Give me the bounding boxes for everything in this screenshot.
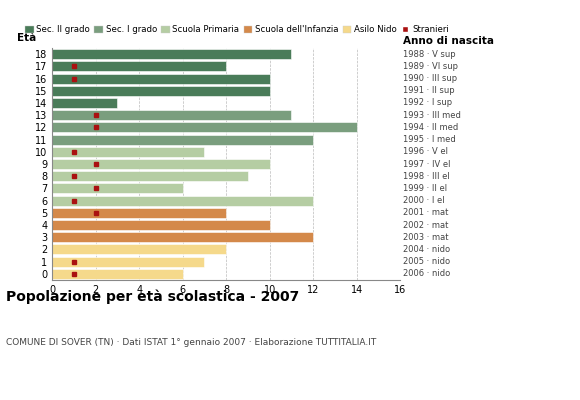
Text: 1991 · II sup: 1991 · II sup	[403, 86, 455, 95]
Bar	[52, 232, 313, 242]
Text: 1998 · III el: 1998 · III el	[403, 172, 450, 181]
Text: Popolazione per età scolastica - 2007: Popolazione per età scolastica - 2007	[6, 290, 299, 304]
Bar	[52, 196, 313, 206]
Text: 2000 · I el: 2000 · I el	[403, 196, 445, 205]
Legend: Sec. II grado, Sec. I grado, Scuola Primaria, Scuola dell'Infanzia, Asilo Nido, : Sec. II grado, Sec. I grado, Scuola Prim…	[25, 26, 449, 34]
Text: 2004 · nido: 2004 · nido	[403, 245, 450, 254]
Bar	[52, 220, 270, 230]
Bar	[52, 147, 204, 157]
Bar	[52, 269, 183, 279]
Text: 2001 · mat: 2001 · mat	[403, 208, 448, 217]
Bar	[52, 74, 270, 84]
Text: 1988 · V sup: 1988 · V sup	[403, 50, 456, 59]
Text: 1999 · II el: 1999 · II el	[403, 184, 447, 193]
Text: 2002 · mat: 2002 · mat	[403, 220, 448, 230]
Text: 2003 · mat: 2003 · mat	[403, 233, 448, 242]
Bar	[52, 86, 270, 96]
Bar	[52, 49, 291, 59]
Text: 1995 · I med: 1995 · I med	[403, 135, 456, 144]
Bar	[52, 122, 357, 132]
Text: 2005 · nido: 2005 · nido	[403, 257, 450, 266]
Bar	[52, 171, 248, 181]
Bar	[52, 244, 226, 254]
Text: 1994 · II med: 1994 · II med	[403, 123, 458, 132]
Text: Anno di nascita: Anno di nascita	[403, 36, 494, 46]
Bar	[52, 98, 117, 108]
Text: 1989 · VI sup: 1989 · VI sup	[403, 62, 458, 71]
Text: 1997 · IV el: 1997 · IV el	[403, 160, 451, 168]
Text: 1993 · III med: 1993 · III med	[403, 111, 461, 120]
Text: 1990 · III sup: 1990 · III sup	[403, 74, 457, 83]
Text: 1996 · V el: 1996 · V el	[403, 147, 448, 156]
Bar	[52, 134, 313, 144]
Text: COMUNE DI SOVER (TN) · Dati ISTAT 1° gennaio 2007 · Elaborazione TUTTITALIA.IT: COMUNE DI SOVER (TN) · Dati ISTAT 1° gen…	[6, 338, 376, 347]
Bar	[52, 257, 204, 267]
Bar	[52, 110, 291, 120]
Bar	[52, 208, 226, 218]
Text: Età: Età	[17, 33, 37, 43]
Text: 1992 · I sup: 1992 · I sup	[403, 98, 452, 108]
Text: 2006 · nido: 2006 · nido	[403, 269, 450, 278]
Bar	[52, 61, 226, 71]
Bar	[52, 159, 270, 169]
Bar	[52, 184, 183, 194]
